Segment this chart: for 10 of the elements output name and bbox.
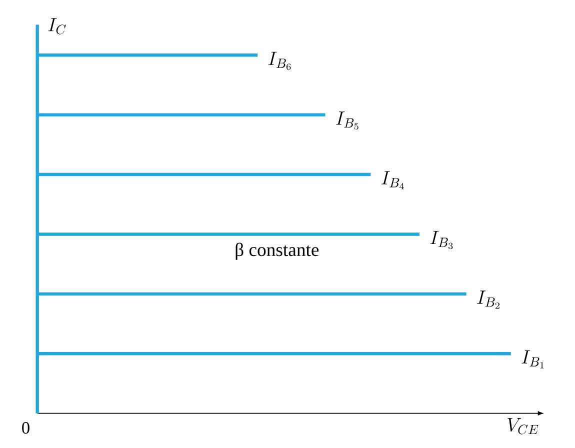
text: 0: [22, 422, 30, 434]
y-tick-label: $I_{B_4}$: [382, 171, 404, 190]
y-tick-label: $I_{B_3}$: [430, 230, 453, 250]
annotation: β constante: [236, 242, 319, 260]
y-tick-label: $I_{B_5}$: [336, 112, 358, 130]
y-tick-label: $I_{B_6}$: [268, 52, 291, 70]
y-tick-label: $I_{B_2}$: [477, 290, 500, 309]
y-axis-title: $I_C$: [48, 18, 66, 34]
y-tick-label: $I_{B_1}$: [522, 350, 544, 368]
x-axis-title: $V_{CE}$: [508, 418, 538, 434]
